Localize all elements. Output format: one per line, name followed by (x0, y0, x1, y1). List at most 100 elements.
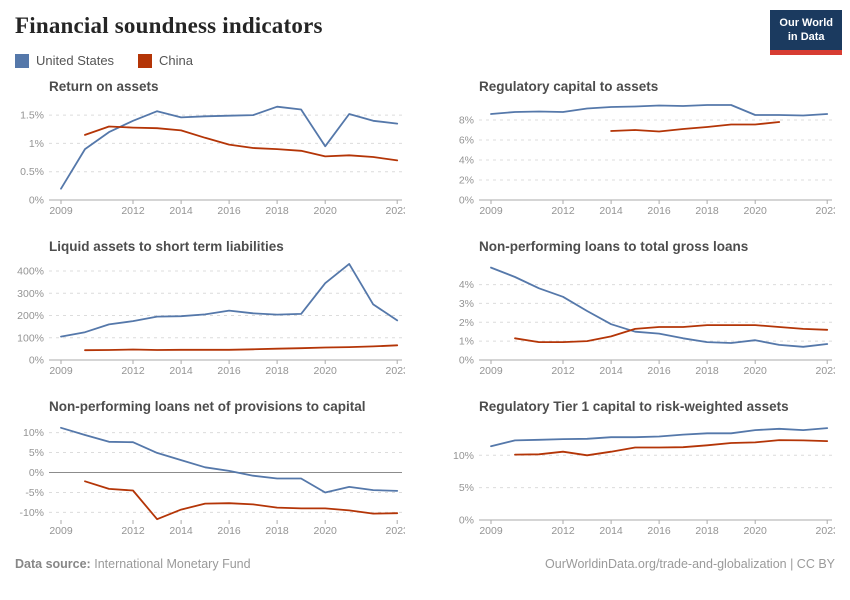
svg-text:2016: 2016 (217, 525, 241, 537)
svg-text:5%: 5% (29, 447, 44, 459)
chart-panel-regulatory-capital-to-assets: Regulatory capital to assets 0% 2% 4% 6% 8% 2… (445, 70, 835, 230)
svg-text:100%: 100% (17, 332, 44, 344)
chart-title-return-on-assets: Return on assets (49, 79, 159, 94)
chart-title-tier1-capital: Regulatory Tier 1 capital to risk-weight… (479, 399, 789, 414)
svg-text:2012: 2012 (551, 525, 575, 537)
svg-text:400%: 400% (17, 266, 44, 278)
svg-text:2018: 2018 (265, 365, 289, 377)
svg-text:2023: 2023 (386, 365, 405, 377)
svg-text:2009: 2009 (479, 365, 503, 377)
svg-text:2%: 2% (459, 175, 474, 187)
data-source: Data source: International Monetary Fund (15, 557, 251, 571)
chart-tier1-capital[interactable]: 0% 5% 10% 2009 2012 2014 2016 2018 2020 2023 (445, 416, 835, 548)
svg-text:5%: 5% (459, 482, 474, 494)
chart-title-npl-net-provisions: Non-performing loans net of provisions t… (49, 399, 366, 414)
chart-title-regulatory-capital-to-assets: Regulatory capital to assets (479, 79, 659, 94)
svg-text:2014: 2014 (169, 365, 193, 377)
chart-panel-return-on-assets: Return on assets 0% 0.5% 1% 1.5% 2009 2012 201… (15, 70, 405, 230)
chart-panel-npl-gross-loans: Non-performing loans to total gross loan… (445, 230, 835, 390)
svg-text:4%: 4% (459, 279, 474, 291)
svg-text:0%: 0% (29, 355, 44, 367)
legend-item-china: China (138, 53, 193, 68)
chart-return-on-assets[interactable]: 0% 0.5% 1% 1.5% 2009 2012 2014 2016 2018 2020 2023 (15, 96, 405, 228)
svg-text:2009: 2009 (49, 205, 73, 217)
chart-panel-tier1-capital: Regulatory Tier 1 capital to risk-weight… (445, 390, 835, 550)
chart-liquid-assets[interactable]: 0% 100% 200% 300% 400% 2009 2012 2014 2016 2018 20… (15, 256, 405, 388)
legend-label-united-states: United States (36, 53, 115, 68)
svg-text:2016: 2016 (647, 205, 671, 217)
svg-text:2009: 2009 (49, 365, 73, 377)
legend-item-united-states: United States (15, 53, 114, 68)
svg-text:2020: 2020 (314, 205, 338, 217)
charts-grid: Return on assets 0% 0.5% 1% 1.5% 2009 2012 201… (0, 68, 850, 550)
svg-text:3%: 3% (459, 298, 474, 310)
chart-npl-net-provisions[interactable]: -10% -5% 0% 5% 10% 2009 2012 2014 2016 2018 2020 20… (15, 416, 405, 548)
svg-text:0.5%: 0.5% (20, 166, 44, 178)
svg-text:2020: 2020 (314, 525, 338, 537)
svg-text:2020: 2020 (744, 205, 768, 217)
svg-text:0%: 0% (459, 515, 474, 527)
svg-text:2014: 2014 (169, 205, 193, 217)
svg-text:0%: 0% (29, 467, 44, 479)
svg-text:6%: 6% (459, 135, 474, 147)
svg-text:2016: 2016 (217, 205, 241, 217)
svg-text:2020: 2020 (744, 525, 768, 537)
data-source-value: International Monetary Fund (94, 557, 251, 571)
svg-text:1%: 1% (459, 336, 474, 348)
svg-text:2018: 2018 (695, 365, 719, 377)
svg-text:0%: 0% (459, 355, 474, 367)
owid-logo[interactable]: Our World in Data (770, 10, 842, 55)
chart-npl-gross-loans[interactable]: 0% 1% 2% 3% 4% 2009 2012 2014 2016 2018 2020 2023 (445, 256, 835, 388)
chart-panel-npl-net-provisions: Non-performing loans net of provisions t… (15, 390, 405, 550)
svg-text:2009: 2009 (49, 525, 73, 537)
svg-text:2012: 2012 (551, 205, 575, 217)
chart-title-liquid-assets: Liquid assets to short term liabilities (49, 239, 284, 254)
svg-text:10%: 10% (453, 450, 474, 462)
svg-text:2016: 2016 (647, 365, 671, 377)
legend: United States China (0, 39, 850, 68)
svg-text:2016: 2016 (647, 525, 671, 537)
svg-text:2%: 2% (459, 317, 474, 329)
svg-text:2020: 2020 (744, 365, 768, 377)
svg-text:2018: 2018 (265, 525, 289, 537)
svg-text:200%: 200% (17, 310, 44, 322)
svg-text:2009: 2009 (479, 205, 503, 217)
credit-link[interactable]: OurWorldinData.org/trade-and-globalizati… (545, 557, 835, 571)
svg-text:2018: 2018 (695, 205, 719, 217)
svg-text:1%: 1% (29, 138, 44, 150)
svg-text:2023: 2023 (816, 205, 835, 217)
svg-text:2014: 2014 (599, 205, 623, 217)
svg-text:2016: 2016 (217, 365, 241, 377)
svg-text:8%: 8% (459, 115, 474, 127)
svg-text:2023: 2023 (816, 525, 835, 537)
svg-text:10%: 10% (23, 427, 44, 439)
svg-text:4%: 4% (459, 155, 474, 167)
svg-text:2014: 2014 (599, 525, 623, 537)
svg-text:2012: 2012 (551, 365, 575, 377)
svg-text:-5%: -5% (25, 487, 44, 499)
svg-text:2023: 2023 (386, 525, 405, 537)
owid-logo-line2: in Data (787, 30, 825, 43)
owid-logo-line1: Our World (779, 17, 833, 29)
svg-text:2018: 2018 (695, 525, 719, 537)
chart-regulatory-capital-to-assets[interactable]: 0% 2% 4% 6% 8% 2009 2012 2014 2016 2018 2020 2023 (445, 96, 835, 228)
svg-text:2012: 2012 (121, 525, 145, 537)
svg-text:2023: 2023 (816, 365, 835, 377)
svg-text:-10%: -10% (19, 507, 44, 519)
svg-text:300%: 300% (17, 288, 44, 300)
svg-text:2020: 2020 (314, 365, 338, 377)
legend-label-china: China (159, 53, 194, 68)
legend-swatch-china (138, 53, 153, 68)
svg-text:2014: 2014 (599, 365, 623, 377)
svg-text:2012: 2012 (121, 365, 145, 377)
chart-panel-liquid-assets: Liquid assets to short term liabilities … (15, 230, 405, 390)
svg-text:2012: 2012 (121, 205, 145, 217)
page-title: Financial soundness indicators (15, 13, 323, 38)
svg-text:2009: 2009 (479, 525, 503, 537)
svg-text:2023: 2023 (386, 205, 405, 217)
svg-text:2014: 2014 (169, 525, 193, 537)
legend-swatch-united-states (15, 53, 29, 68)
data-source-label: Data source: (15, 557, 91, 571)
svg-text:2018: 2018 (265, 205, 289, 217)
